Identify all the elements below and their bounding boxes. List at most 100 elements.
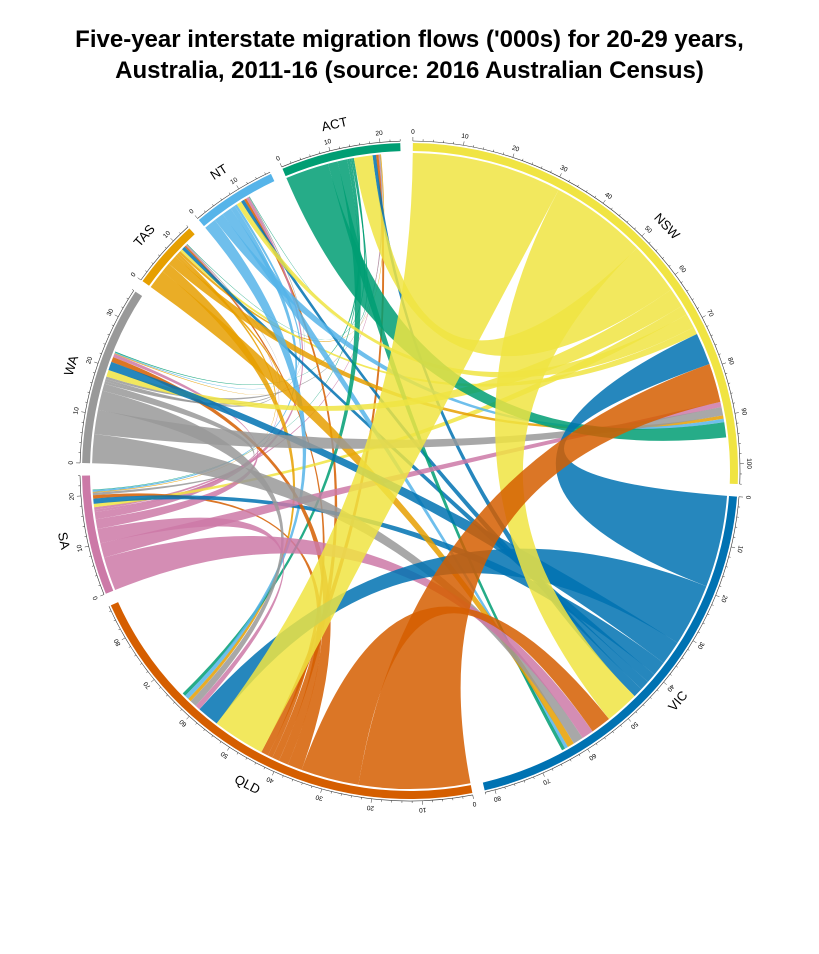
- axis-tick-label: 30: [106, 307, 116, 317]
- region-label-sa: SA: [55, 531, 73, 551]
- axis-tick-label: 0: [130, 271, 138, 278]
- axis-tick: [99, 352, 102, 354]
- axis-tick-label: 30: [695, 640, 705, 650]
- axis-tick: [731, 546, 736, 549]
- axis-tick: [722, 362, 727, 365]
- axis-tick-label: 40: [603, 191, 613, 201]
- ribbon-nsw-to-qld: [216, 153, 559, 753]
- sector-qld: [110, 602, 473, 800]
- axis-tick: [128, 646, 131, 648]
- axis-tick-label: 20: [375, 130, 383, 138]
- axis-tick-label: 80: [726, 357, 735, 366]
- ribbon-vic-to-qld: [199, 548, 707, 724]
- axis-tick: [542, 772, 545, 777]
- axis-tick: [134, 654, 137, 657]
- axis-tick-label: 0: [275, 155, 281, 163]
- sector-sa: [82, 475, 114, 594]
- axis-tick: [502, 152, 504, 155]
- axis-tick: [722, 576, 725, 578]
- axis-tick: [311, 786, 313, 789]
- axis-tick-label: 60: [587, 752, 597, 762]
- axis-tick: [126, 297, 129, 300]
- axis-tick: [212, 204, 214, 207]
- axis-tick-label: 40: [665, 683, 675, 693]
- axis-tick: [146, 671, 149, 673]
- ribbon-qld-to-nsw: [358, 364, 721, 790]
- axis-tick: [159, 687, 161, 689]
- axis-line-nsw: [412, 140, 741, 485]
- axis-tick-label: 10: [418, 806, 426, 813]
- axis-tick: [100, 594, 105, 597]
- axis-tick: [641, 233, 645, 237]
- ribbon-sa-to-vic: [104, 535, 593, 739]
- axis-tick: [634, 227, 637, 230]
- axis-tick-label: 10: [73, 406, 81, 415]
- axis-line-sa: [79, 475, 105, 595]
- axis-tick: [157, 254, 160, 257]
- axis-tick: [662, 257, 665, 259]
- axis-tick: [84, 545, 89, 548]
- axis-line-nt: [197, 171, 271, 219]
- axis-tick: [228, 192, 231, 195]
- chart-title-line-2: Australia, 2011-16 (source: 2016 Austral…: [115, 57, 704, 84]
- axis-tick: [674, 271, 679, 275]
- axis-tick-label: 10: [162, 230, 172, 240]
- axis-tick: [279, 163, 282, 168]
- axis-line-act: [281, 140, 401, 168]
- axis-tick-label: 40: [265, 775, 275, 785]
- axis-tick: [710, 334, 713, 336]
- axis-tick: [635, 711, 638, 714]
- axis-tick-label: 0: [92, 594, 100, 600]
- axis-tick: [585, 190, 588, 193]
- axis-tick-label: 20: [366, 804, 374, 812]
- axis-tick: [211, 735, 214, 738]
- chart-title: Five-year interstate migration flows ('0…: [0, 24, 819, 86]
- axis-tick: [728, 556, 731, 558]
- region-label-wa: WA: [61, 353, 81, 377]
- axis-tick: [569, 759, 572, 762]
- axis-tick: [649, 697, 652, 699]
- axis-tick: [140, 663, 143, 665]
- axis-tick: [220, 198, 222, 201]
- axis-tick: [145, 270, 148, 273]
- sector-act: [282, 143, 401, 177]
- axis-tick: [170, 238, 174, 242]
- axis-tick: [150, 679, 155, 683]
- axis-tick: [578, 754, 581, 757]
- axis-tick: [299, 157, 301, 160]
- axis-tick: [472, 794, 474, 799]
- axis-tick: [604, 737, 606, 740]
- axis-tick-label: 20: [85, 356, 94, 365]
- axis-tick: [561, 764, 563, 767]
- axis-tick: [165, 694, 168, 697]
- axis-tick: [320, 788, 322, 793]
- axis-tick-label: 0: [472, 800, 477, 808]
- ribbon-nsw-to-vic: [495, 189, 637, 720]
- chord-ribbons: [92, 153, 728, 790]
- axis-tick: [626, 220, 629, 223]
- axis-tick: [550, 170, 552, 173]
- axis-tick: [109, 610, 112, 612]
- axis-tick: [707, 613, 710, 615]
- sector-nt: [198, 173, 275, 227]
- axis-tick: [103, 343, 106, 345]
- axis-tick: [94, 361, 99, 364]
- axis-tick-label: 80: [113, 637, 123, 647]
- axis-tick: [522, 158, 524, 161]
- axis-tick: [618, 214, 621, 216]
- axis-tick: [706, 325, 709, 327]
- axis-tick: [697, 631, 700, 634]
- axis-tick-label: 70: [541, 776, 551, 785]
- axis-tick: [523, 780, 525, 783]
- axis-tick-label: 0: [68, 460, 75, 464]
- region-label-nt: NT: [207, 161, 230, 183]
- axis-tick: [681, 657, 684, 660]
- axis-tick: [680, 281, 683, 283]
- axis-tick: [114, 314, 119, 317]
- axis-tick: [131, 289, 134, 291]
- axis-tick: [702, 622, 705, 625]
- ribbon-vic-to-tas: [182, 246, 655, 682]
- region-label-tas: TAS: [131, 221, 159, 249]
- ribbon-nsw-to-wa: [106, 289, 682, 411]
